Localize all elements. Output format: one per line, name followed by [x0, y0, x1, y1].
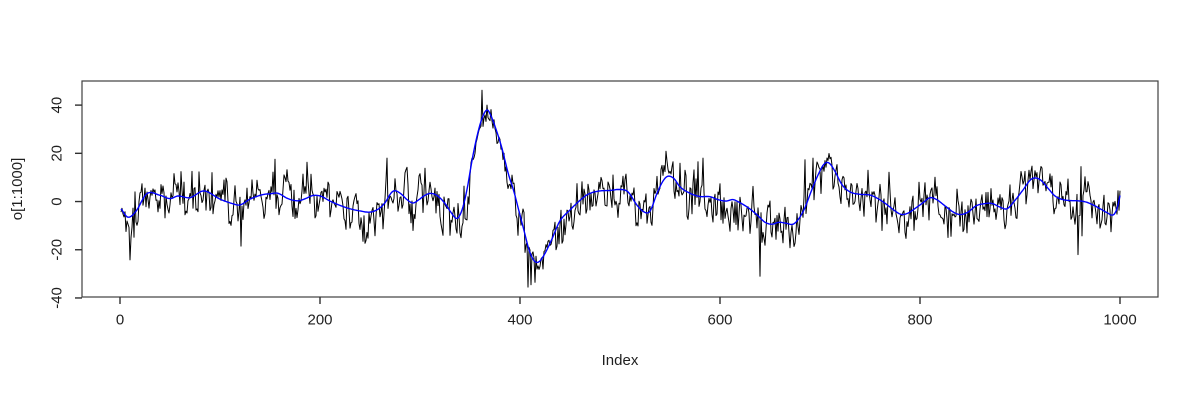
y-axis-title: o[1:1000] — [9, 158, 26, 221]
x-tick-label: 200 — [307, 311, 332, 328]
x-axis-title: Index — [602, 352, 639, 369]
smooth-series-line — [120, 109, 1121, 264]
axes-layer: 0 200 400 600 800 1000 -40 -20 0 20 40 — [49, 80, 1159, 328]
series-layer — [120, 89, 1121, 288]
observed-series-line — [120, 89, 1121, 288]
x-tick-label: 600 — [707, 311, 732, 328]
x-tick-label: 0 — [116, 311, 124, 328]
plot-border — [81, 80, 1159, 298]
y-tick-label: 0 — [49, 197, 66, 205]
y-tick-label: 20 — [49, 145, 66, 162]
y-tick-label: -40 — [49, 287, 66, 309]
x-tick-label: 1000 — [1103, 311, 1136, 328]
x-tick-label: 400 — [507, 311, 532, 328]
y-tick-label: -20 — [49, 239, 66, 261]
x-tick-label: 800 — [907, 311, 932, 328]
y-tick-label: 40 — [49, 97, 66, 114]
